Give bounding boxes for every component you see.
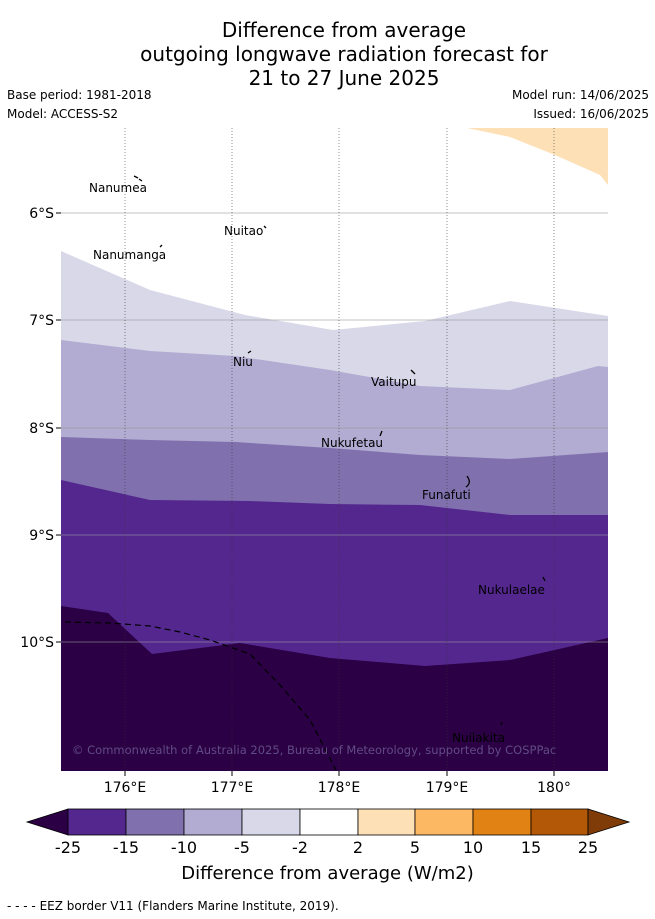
colorbar-swatch bbox=[299, 808, 359, 836]
colorbar-tick-label: 15 bbox=[520, 838, 542, 857]
model-run-date: Model run: 14/06/2025 bbox=[511, 88, 649, 102]
issued-date: Issued: 16/06/2025 bbox=[533, 107, 649, 121]
title-line-3: 21 to 27 June 2025 bbox=[248, 66, 440, 90]
colorbar-title: Difference from average (W/m2) bbox=[181, 863, 474, 884]
colorbar-swatch bbox=[357, 808, 416, 836]
colorbar-swatch bbox=[241, 808, 301, 836]
lon-tick-label: 176°E bbox=[104, 780, 147, 796]
colorbar-tick-label: 2 bbox=[352, 838, 364, 857]
place-label-vaitupu: Vaitupu bbox=[371, 375, 417, 389]
colorbar-tick-label: -5 bbox=[234, 838, 250, 857]
colorbar-swatch bbox=[183, 808, 243, 836]
place-label-nanumanga: Nanumanga bbox=[93, 248, 166, 262]
lat-tick-label: 9°S bbox=[29, 528, 54, 544]
lon-tick-marks bbox=[124, 771, 555, 776]
place-label-funafuti: Funafuti bbox=[422, 488, 471, 502]
copyright-notice: © Commonwealth of Australia 2025, Bureau… bbox=[72, 743, 556, 757]
eez-border-line bbox=[64, 621, 337, 771]
colorbar-extend-high bbox=[587, 808, 631, 836]
lat-tick-marks bbox=[56, 212, 61, 643]
lon-tick-label: 177°E bbox=[211, 780, 254, 796]
colorbar-swatch bbox=[472, 808, 532, 836]
colorbar-swatch bbox=[530, 808, 589, 836]
lat-tick-label: 6°S bbox=[29, 206, 54, 222]
base-period: Base period: 1981-2018 bbox=[7, 88, 152, 102]
colorbar-tick-label: -25 bbox=[54, 838, 82, 857]
eez-border-note: - - - - EEZ border V11 (Flanders Marine … bbox=[7, 899, 339, 913]
title-line-2: outgoing longwave radiation forecast for bbox=[140, 42, 548, 66]
colorbar-swatch bbox=[67, 808, 127, 836]
colorbar-tick-label: -2 bbox=[292, 838, 308, 857]
place-label-nanumea: Nanumea bbox=[89, 181, 147, 195]
colorbar-swatch bbox=[414, 808, 474, 836]
latitude-gridlines bbox=[61, 212, 608, 643]
colorbar bbox=[25, 808, 631, 836]
longitude-gridlines bbox=[124, 128, 555, 771]
colorbar-tick-label: -10 bbox=[170, 838, 198, 857]
colorbar-tick-label: 25 bbox=[577, 838, 599, 857]
place-label-nukufetau: Nukufetau bbox=[321, 436, 383, 450]
place-label-nuilakita: Nuilakita bbox=[452, 731, 505, 745]
band-positive-2-5 bbox=[467, 128, 608, 185]
title-line-1: Difference from average bbox=[221, 18, 467, 42]
colorbar-tick-label: -15 bbox=[112, 838, 140, 857]
lon-tick-label: 179°E bbox=[426, 780, 469, 796]
place-label-niu: Niu bbox=[233, 355, 253, 369]
colorbar-tick-label: 5 bbox=[409, 838, 421, 857]
model-name: Model: ACCESS-S2 bbox=[7, 107, 119, 121]
island-marks bbox=[133, 175, 546, 726]
place-label-nukulaelae: Nukulaelae bbox=[478, 583, 545, 597]
colorbar-extend-low bbox=[25, 808, 69, 836]
colorbar-swatch bbox=[125, 808, 185, 836]
lat-tick-label: 8°S bbox=[29, 421, 54, 437]
colorbar-tick-label: 10 bbox=[462, 838, 484, 857]
place-label-nuitao: Nuitao bbox=[224, 224, 263, 238]
lon-tick-label: 178°E bbox=[318, 780, 361, 796]
lon-tick-label: 180° bbox=[537, 780, 571, 796]
lat-tick-label: 10°S bbox=[20, 635, 54, 651]
band-below-minus-25 bbox=[61, 606, 608, 771]
lat-tick-label: 7°S bbox=[29, 313, 54, 329]
